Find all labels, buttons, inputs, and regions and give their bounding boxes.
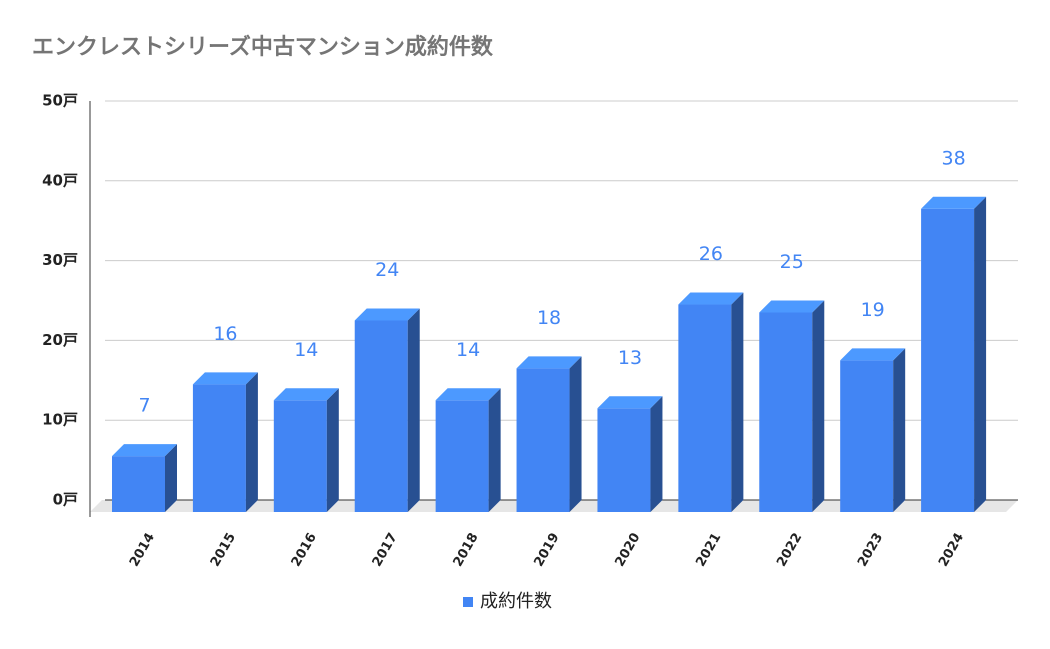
bar-top <box>921 196 987 209</box>
bar <box>597 396 663 512</box>
data-label: 14 <box>456 339 480 361</box>
data-label: 14 <box>294 339 318 361</box>
data-label: 7 <box>138 395 150 417</box>
bar-side <box>569 356 582 512</box>
bar-front <box>354 320 408 512</box>
bar-front <box>840 360 894 512</box>
bar-side <box>326 388 339 512</box>
x-tick-label: 2021 <box>693 531 724 570</box>
bar-front <box>273 400 327 512</box>
y-tick-label: 50戸 <box>42 92 78 110</box>
bar <box>435 388 501 512</box>
bar-side <box>165 444 177 512</box>
bar <box>112 444 177 512</box>
bar-front <box>516 368 570 512</box>
bar-top <box>516 356 582 369</box>
y-tick-label: 10戸 <box>42 411 78 429</box>
bar <box>759 300 825 512</box>
bar <box>921 196 987 512</box>
bar-side <box>893 348 906 512</box>
bar-top <box>435 388 501 401</box>
bar-top <box>678 292 744 305</box>
bar <box>273 388 339 512</box>
data-label: 25 <box>780 251 804 273</box>
x-tick-label: 2015 <box>208 531 239 570</box>
x-tick-label: 2023 <box>855 531 886 570</box>
bar <box>192 372 258 512</box>
bar-top <box>354 308 420 321</box>
data-label: 13 <box>618 347 642 369</box>
x-tick-label: 2014 <box>127 531 158 570</box>
bar-front <box>921 208 975 512</box>
chart-title: エンクレストシリーズ中古マンション成約件数 <box>32 34 494 60</box>
x-tick-label: 2017 <box>370 531 401 570</box>
bar-side <box>488 388 501 512</box>
bar-top <box>597 396 663 409</box>
bar <box>678 292 744 512</box>
bar <box>516 356 582 512</box>
x-tick-label: 2024 <box>936 531 967 570</box>
x-tick-label: 2019 <box>532 531 563 570</box>
data-label: 18 <box>537 307 561 329</box>
data-label: 24 <box>375 259 399 281</box>
bar-side <box>731 292 744 512</box>
y-tick-label: 30戸 <box>42 251 78 269</box>
bar-top <box>840 348 906 361</box>
y-tick-label: 20戸 <box>42 331 78 349</box>
data-label: 26 <box>699 243 723 265</box>
bar-top <box>192 372 258 385</box>
bar-side <box>245 372 258 512</box>
data-label: 16 <box>213 323 237 345</box>
legend-swatch <box>463 597 473 607</box>
bar-front <box>112 456 165 512</box>
bar-side <box>812 300 825 512</box>
x-tick-label: 2018 <box>451 531 482 570</box>
y-tick-label: 40戸 <box>42 171 78 189</box>
data-label: 19 <box>861 299 885 321</box>
bar-front <box>435 400 489 512</box>
bar-front <box>678 304 732 512</box>
x-tick-label: 2016 <box>289 531 320 570</box>
bar-front <box>192 384 246 512</box>
bar-top <box>112 444 177 457</box>
bar-front <box>759 312 813 512</box>
x-tick-label: 2020 <box>612 531 643 570</box>
legend-label: 成約件数 <box>480 591 552 612</box>
bar-side <box>650 396 663 512</box>
bar-top <box>273 388 339 401</box>
bar-side <box>974 196 987 512</box>
y-tick-label: 0戸 <box>53 491 78 509</box>
x-tick-label: 2022 <box>774 531 805 570</box>
bar <box>354 308 420 512</box>
bar-side <box>407 308 420 512</box>
bar-front <box>597 408 651 512</box>
data-label: 38 <box>941 147 965 169</box>
bar <box>840 348 906 512</box>
bar-top <box>759 300 825 313</box>
